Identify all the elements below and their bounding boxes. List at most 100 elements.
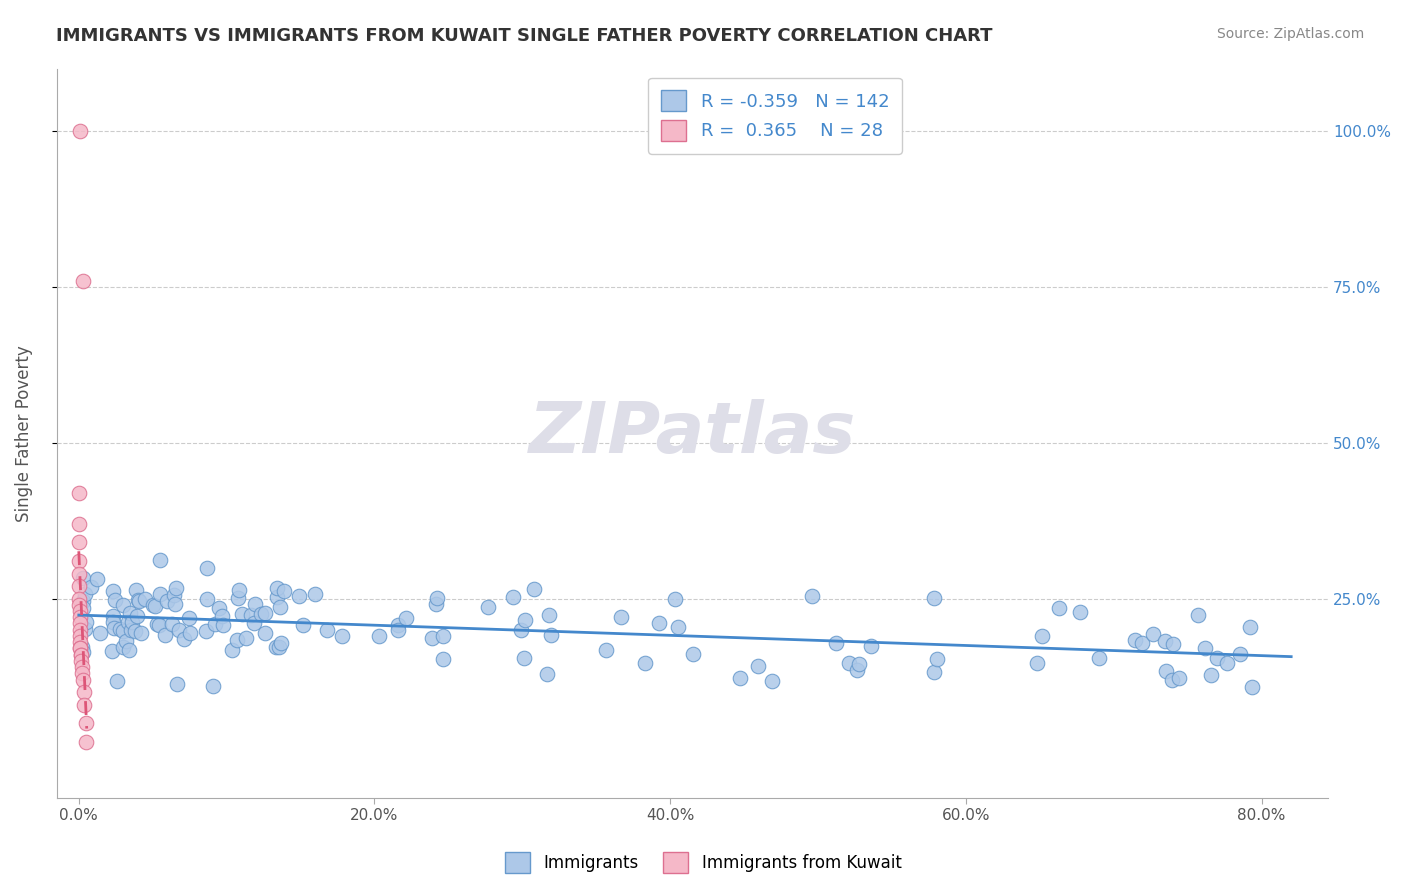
- Point: [1206, 650, 1229, 665]
- Point: [72, 571, 94, 585]
- Point: [1047, 601, 1070, 615]
- Point: [540, 628, 562, 642]
- Point: [512, 651, 534, 665]
- Point: [211, 608, 233, 623]
- Point: [536, 666, 558, 681]
- Point: [127, 593, 149, 607]
- Point: [103, 621, 125, 635]
- Point: [1069, 605, 1091, 619]
- Point: [101, 608, 124, 623]
- Point: [75, 716, 97, 731]
- Point: [922, 591, 945, 606]
- Point: [131, 626, 153, 640]
- Point: [513, 613, 536, 627]
- Point: [69, 641, 91, 656]
- Point: [1088, 650, 1111, 665]
- Point: [316, 624, 339, 638]
- Point: [610, 610, 633, 624]
- Point: [682, 647, 704, 661]
- Point: [243, 597, 266, 611]
- Point: [115, 633, 138, 648]
- Point: [1025, 656, 1047, 670]
- Point: [925, 652, 948, 666]
- Point: [69, 610, 91, 624]
- Point: [426, 591, 449, 605]
- Point: [70, 648, 93, 662]
- Point: [72, 600, 94, 615]
- Point: [291, 617, 314, 632]
- Point: [634, 656, 657, 670]
- Point: [269, 640, 291, 655]
- Point: [101, 615, 124, 629]
- Point: [420, 632, 443, 646]
- Point: [1194, 641, 1216, 656]
- Point: [1187, 607, 1209, 622]
- Point: [1239, 620, 1261, 634]
- Point: [101, 584, 124, 599]
- Point: [118, 607, 141, 621]
- Point: [165, 581, 187, 595]
- Point: [859, 640, 882, 654]
- Point: [523, 582, 546, 596]
- Point: [70, 654, 93, 668]
- Point: [664, 591, 686, 606]
- Point: [67, 535, 90, 549]
- Point: [239, 607, 262, 622]
- Text: Source: ZipAtlas.com: Source: ZipAtlas.com: [1216, 27, 1364, 41]
- Point: [761, 673, 783, 688]
- Point: [69, 635, 91, 649]
- Point: [432, 652, 454, 666]
- Point: [73, 685, 96, 699]
- Point: [202, 679, 225, 693]
- Point: [80, 580, 103, 594]
- Point: [395, 611, 418, 625]
- Point: [304, 587, 326, 601]
- Point: [67, 554, 90, 568]
- Point: [1142, 627, 1164, 641]
- Point: [89, 625, 111, 640]
- Point: [69, 604, 91, 618]
- Point: [86, 572, 108, 586]
- Point: [73, 698, 96, 712]
- Point: [72, 645, 94, 659]
- Point: [824, 636, 846, 650]
- Point: [145, 616, 167, 631]
- Point: [228, 582, 250, 597]
- Point: [231, 607, 253, 622]
- Point: [73, 587, 96, 601]
- Point: [509, 624, 531, 638]
- Point: [101, 643, 124, 657]
- Point: [118, 642, 141, 657]
- Point: [111, 640, 134, 655]
- Point: [1123, 633, 1146, 648]
- Point: [67, 566, 90, 581]
- Point: [67, 516, 90, 531]
- Point: [195, 591, 218, 606]
- Point: [162, 616, 184, 631]
- Point: [538, 608, 561, 623]
- Point: [330, 629, 353, 643]
- Legend: Immigrants, Immigrants from Kuwait: Immigrants, Immigrants from Kuwait: [498, 846, 908, 880]
- Point: [848, 657, 870, 672]
- Point: [270, 636, 292, 650]
- Point: [1031, 629, 1053, 643]
- Point: [668, 620, 690, 634]
- Point: [134, 592, 156, 607]
- Point: [69, 124, 91, 138]
- Point: [156, 594, 179, 608]
- Point: [1199, 668, 1222, 682]
- Point: [125, 608, 148, 623]
- Point: [208, 601, 231, 615]
- Point: [73, 622, 96, 636]
- Point: [1161, 673, 1184, 687]
- Point: [249, 607, 271, 622]
- Point: [67, 579, 90, 593]
- Point: [104, 593, 127, 607]
- Point: [195, 624, 218, 639]
- Point: [120, 623, 142, 637]
- Point: [288, 589, 311, 603]
- Point: [69, 616, 91, 631]
- Point: [117, 615, 139, 629]
- Point: [1154, 665, 1177, 679]
- Point: [243, 616, 266, 631]
